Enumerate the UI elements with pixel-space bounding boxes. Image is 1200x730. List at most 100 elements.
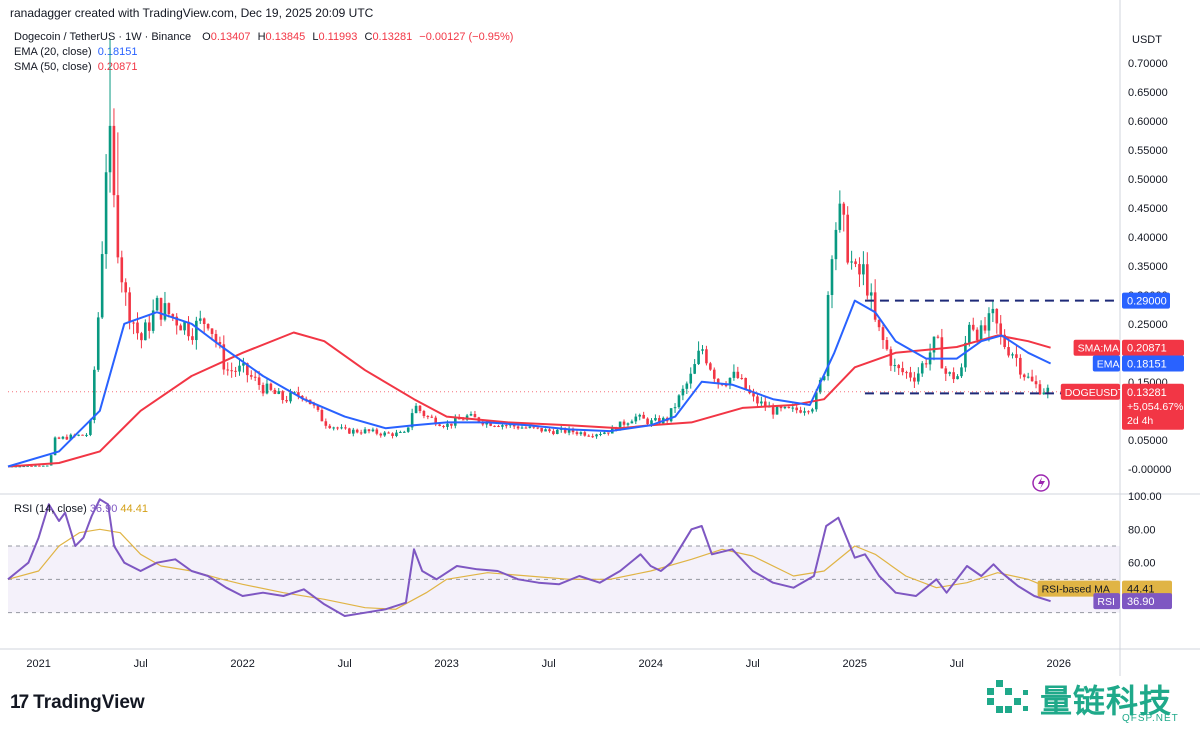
candle-body	[1030, 376, 1034, 382]
price-chart[interactable]: USDT 0.70000 0.65000 0.60000 0.55000 0.50000 0…	[0, 0, 1200, 676]
candle-body	[701, 349, 704, 351]
badge-label-box	[1073, 339, 1120, 356]
candle-body	[246, 363, 249, 376]
candle-body	[548, 429, 551, 432]
candle-body	[1015, 354, 1018, 358]
rsi-badge-value-box	[1122, 593, 1172, 610]
candle-body	[355, 429, 359, 433]
candle-body	[642, 414, 645, 419]
candle-body	[834, 229, 838, 260]
candle-body	[30, 465, 33, 467]
candle-body	[222, 344, 226, 370]
candle-body	[336, 427, 339, 429]
candle-body	[210, 328, 214, 334]
candle-body	[716, 378, 720, 384]
candle-body	[838, 203, 842, 230]
badge-value-box	[1122, 339, 1184, 356]
candle-body	[1042, 392, 1046, 395]
candle-body	[681, 388, 685, 396]
candle-body	[646, 418, 649, 425]
x-tick-label: Jul	[746, 658, 760, 670]
candle-body	[328, 425, 332, 429]
candle-body	[22, 466, 25, 468]
candle-body	[677, 395, 681, 408]
candle-body	[42, 465, 45, 467]
candle-body	[65, 436, 69, 440]
candle-body	[650, 420, 653, 425]
candle-body	[1003, 334, 1006, 348]
candle-body	[791, 407, 795, 409]
candle-body	[830, 259, 834, 296]
candle-body	[289, 392, 292, 402]
candle-body	[658, 418, 661, 424]
candle-body	[932, 336, 936, 353]
candle-body	[1019, 357, 1022, 375]
candle-body	[147, 322, 151, 331]
candle-body	[316, 405, 320, 410]
candle-body	[595, 434, 598, 437]
candle-body	[269, 383, 273, 390]
candle-body	[57, 437, 61, 439]
high-label: H	[257, 31, 266, 43]
candle-body	[956, 376, 959, 380]
candle-body	[822, 376, 826, 380]
candle-body	[505, 425, 508, 427]
candle-body	[528, 426, 532, 428]
candle-body	[351, 429, 355, 434]
close-value: 0.13281	[372, 31, 413, 43]
candle-body	[426, 416, 430, 418]
candle-body	[395, 432, 398, 436]
candle-body	[218, 341, 222, 345]
candle-body	[826, 295, 830, 377]
candle-body	[116, 195, 120, 258]
candle-body	[940, 337, 944, 369]
badge-value-box	[1122, 355, 1184, 372]
candle-body	[563, 428, 567, 433]
candle-body	[775, 406, 779, 415]
candle-body	[410, 413, 414, 428]
candle-body	[387, 432, 390, 434]
candle-body	[536, 427, 540, 429]
candle-body	[712, 369, 716, 379]
rsi-badge-value: 36.90	[1127, 596, 1155, 608]
watermark-en: QFSP.NET	[1122, 713, 1179, 724]
x-tick-label: 2022	[230, 658, 254, 670]
candle-body	[877, 319, 881, 328]
candle-body	[944, 368, 948, 374]
rsi-badge-value: 44.41	[1127, 584, 1155, 596]
candle-body	[803, 411, 806, 413]
candle-body	[917, 373, 920, 382]
rsi-badge-label-box	[1037, 580, 1120, 597]
candle-body	[363, 429, 367, 434]
candle-body	[818, 379, 822, 393]
open-label: O	[202, 31, 211, 43]
candle-body	[744, 377, 747, 390]
candle-body	[936, 336, 940, 338]
candle-body	[249, 375, 253, 377]
candle-body	[913, 377, 916, 382]
candle-body	[277, 391, 281, 394]
candle-body	[587, 435, 591, 437]
candle-body	[234, 370, 237, 372]
candle-body	[26, 465, 29, 467]
low-label: L	[312, 31, 319, 43]
candle-body	[1046, 387, 1050, 393]
candle-body	[1007, 347, 1010, 356]
candle-body	[897, 365, 900, 369]
candle-body	[442, 425, 445, 427]
y-tick-label: 0.05000	[1128, 435, 1168, 447]
candle-body	[167, 303, 171, 315]
candle-body	[242, 363, 245, 366]
candle-body	[669, 408, 673, 422]
candle-body	[607, 432, 610, 434]
candle-body	[999, 323, 1003, 335]
candle-body	[124, 282, 128, 293]
candle-body	[206, 324, 210, 329]
candle-body	[1038, 384, 1042, 395]
rsi-ma-line	[7, 528, 1051, 610]
candle-body	[375, 429, 379, 434]
candle-body	[446, 423, 449, 427]
candle-body	[979, 325, 983, 341]
candle-body	[163, 303, 167, 320]
candle-body	[230, 370, 233, 372]
